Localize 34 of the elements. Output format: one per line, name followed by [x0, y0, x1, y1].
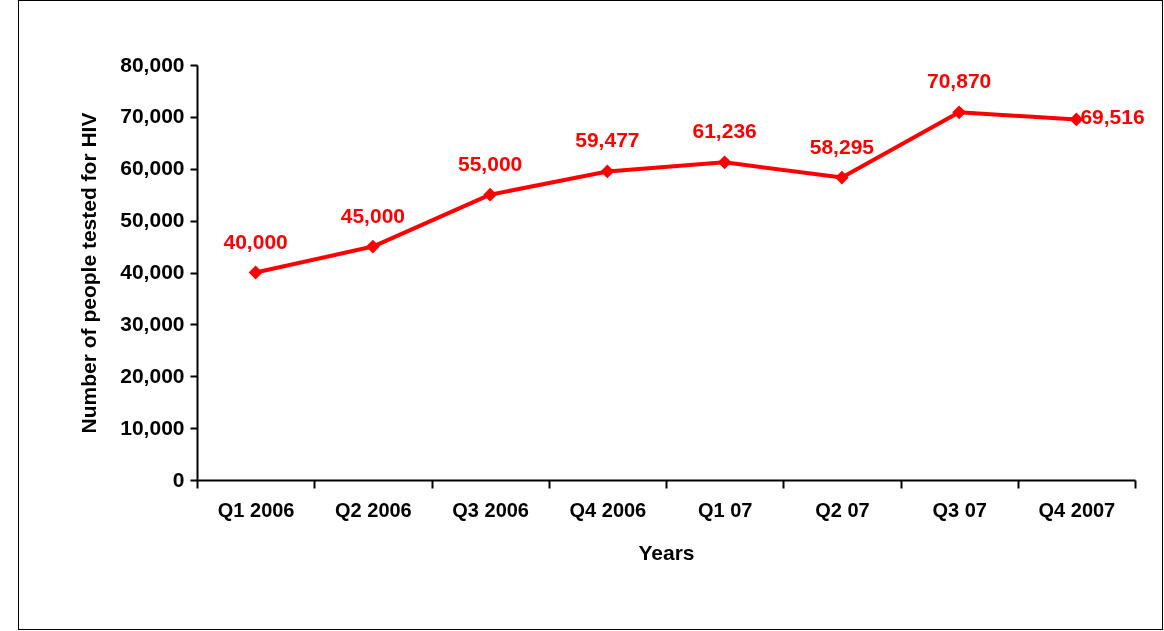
point — [365, 239, 380, 254]
y-tick-label: 10,000 — [120, 415, 185, 439]
data-label: 70,870 — [927, 69, 992, 93]
data-label: 59,477 — [575, 128, 640, 152]
x-tick-label: Q3 07 — [932, 498, 987, 521]
x-tick-label: Q2 07 — [815, 498, 870, 521]
point — [483, 187, 498, 202]
x-axis-title: Years — [638, 540, 695, 564]
x-tick-label: Q1 2006 — [217, 498, 295, 521]
point — [600, 164, 615, 179]
point — [717, 155, 732, 170]
y-tick-label: 40,000 — [120, 260, 185, 283]
y-tick-label: 80,000 — [120, 52, 185, 76]
data-label: 55,000 — [458, 151, 523, 175]
y-tick-label: 70,000 — [120, 104, 185, 128]
data-label: 69,516 — [1080, 105, 1145, 129]
y-tick-label: 60,000 — [120, 156, 185, 180]
y-tick-label: 20,000 — [120, 363, 185, 387]
point — [834, 170, 849, 185]
point — [952, 105, 967, 120]
data-label: 58,295 — [809, 134, 875, 158]
x-tick-label: Q3 2006 — [452, 498, 529, 521]
point — [248, 265, 263, 280]
x-tick-label: Q4 2007 — [1038, 498, 1116, 521]
data-label: 40,000 — [223, 229, 288, 253]
y-tick-label: 30,000 — [120, 311, 185, 335]
y-tick-label: 50,000 — [120, 208, 185, 232]
data-label: 61,236 — [692, 119, 757, 143]
data-label: 45,000 — [340, 203, 405, 227]
x-tick-label: Q1 07 — [697, 498, 753, 521]
x-tick-label: Q4 2006 — [569, 498, 647, 521]
y-tick-label: 0 — [172, 467, 185, 491]
y-axis-title: Number of people tested for HIV — [77, 112, 101, 434]
x-tick-label: Q2 2006 — [335, 498, 412, 521]
